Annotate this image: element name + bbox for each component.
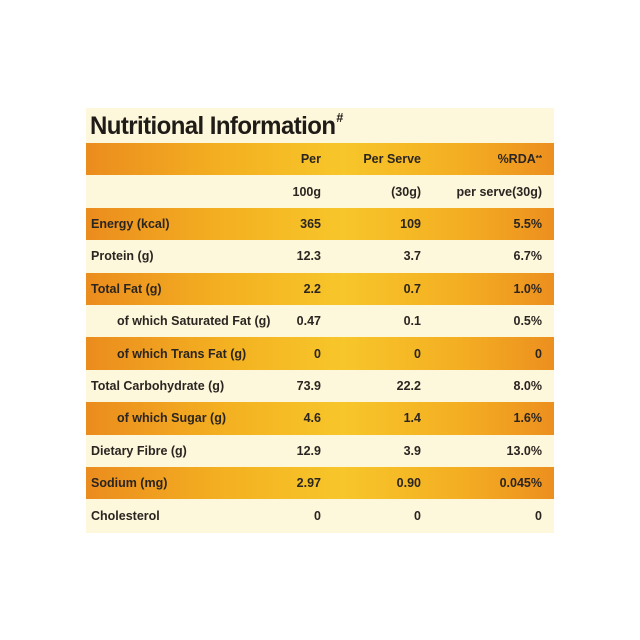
row-per-100g: 0 bbox=[314, 508, 321, 523]
row-per-serve: 0 bbox=[414, 346, 421, 361]
row-label: of which Sugar (g) bbox=[117, 411, 227, 426]
row-label: Total Carbohydrate (g) bbox=[91, 378, 225, 393]
row-rda: 13.0% bbox=[506, 443, 542, 458]
row-per-100g: 4.6 bbox=[303, 411, 321, 426]
header-row-2: 100g (30g) per serve(30g) bbox=[86, 175, 554, 208]
table-row: of which Sugar (g) 4.6 1.4 1.6% bbox=[86, 402, 554, 435]
header-rda: %RDA ** bbox=[86, 143, 542, 175]
row-rda: 8.0% bbox=[513, 378, 543, 393]
row-label: of which Trans Fat (g) bbox=[117, 346, 247, 361]
title-mark: # bbox=[336, 110, 343, 125]
table-row: Dietary Fibre (g) 12.9 3.9 13.0% bbox=[86, 434, 554, 467]
row-per-serve: 3.9 bbox=[403, 443, 421, 458]
table-row: Protein (g) 12.3 3.7 6.7% bbox=[86, 240, 554, 273]
row-label: of which Saturated Fat (g) bbox=[117, 314, 271, 329]
title-text: Nutritional Information bbox=[90, 112, 336, 140]
table-row: Total Carbohydrate (g) 73.9 22.2 8.0% bbox=[86, 369, 554, 403]
row-per-100g: 365 bbox=[300, 216, 321, 231]
header-30g: (30g) bbox=[391, 184, 421, 199]
row-per-100g: 0 bbox=[314, 346, 321, 361]
row-per-serve: 0.90 bbox=[396, 476, 421, 491]
row-label: Sodium (mg) bbox=[91, 476, 168, 491]
row-label: Energy (kcal) bbox=[91, 216, 170, 231]
table-row: Sodium (mg) 2.97 0.90 0.045% bbox=[86, 467, 554, 500]
row-per-serve: 109 bbox=[400, 216, 421, 231]
header-rda-mark: ** bbox=[535, 153, 542, 163]
row-per-serve: 0 bbox=[414, 508, 421, 523]
row-per-100g: 12.9 bbox=[296, 443, 321, 458]
table-row: of which Trans Fat (g) 0 0 0 bbox=[86, 337, 554, 370]
header-rda-text: %RDA bbox=[497, 152, 536, 167]
row-per-serve: 22.2 bbox=[396, 378, 421, 393]
row-per-serve: 0.1 bbox=[403, 314, 421, 329]
row-rda: 6.7% bbox=[513, 249, 543, 264]
row-rda: 0.5% bbox=[513, 314, 543, 329]
row-per-100g: 2.97 bbox=[296, 476, 321, 491]
header-per-serve: Per Serve bbox=[363, 152, 421, 167]
table-row: Total Fat (g) 2.2 0.7 1.0% bbox=[86, 272, 554, 305]
table-row: Energy (kcal) 365 109 5.5% bbox=[86, 207, 554, 241]
row-rda: 5.5% bbox=[513, 216, 543, 231]
header-per: Per bbox=[300, 152, 321, 167]
row-rda: 1.0% bbox=[513, 281, 543, 296]
row-per-serve: 0.7 bbox=[403, 281, 421, 296]
header-100g: 100g bbox=[292, 184, 322, 199]
row-rda: 0.045% bbox=[499, 476, 542, 491]
row-per-serve: 3.7 bbox=[403, 249, 421, 264]
table-row: of which Saturated Fat (g) 0.47 0.1 0.5% bbox=[86, 305, 554, 338]
table-title: Nutritional Information# bbox=[90, 110, 343, 144]
header-per-serve-30g: per serve(30g) bbox=[456, 184, 542, 199]
row-rda: 0 bbox=[535, 508, 542, 523]
row-per-100g: 73.9 bbox=[296, 378, 321, 393]
row-per-serve: 1.4 bbox=[403, 411, 421, 426]
row-label: Dietary Fibre (g) bbox=[91, 443, 187, 458]
row-label: Total Fat (g) bbox=[91, 281, 162, 296]
row-rda: 1.6% bbox=[513, 411, 543, 426]
row-label: Protein (g) bbox=[91, 249, 154, 264]
table-row: Cholesterol 0 0 0 bbox=[86, 499, 554, 532]
row-per-100g: 12.3 bbox=[296, 249, 321, 264]
row-label: Cholesterol bbox=[91, 508, 160, 523]
row-per-100g: 0.47 bbox=[296, 314, 321, 329]
row-per-100g: 2.2 bbox=[303, 281, 321, 296]
row-rda: 0 bbox=[535, 346, 542, 361]
header-row-1: Per Per Serve %RDA ** bbox=[86, 143, 554, 176]
